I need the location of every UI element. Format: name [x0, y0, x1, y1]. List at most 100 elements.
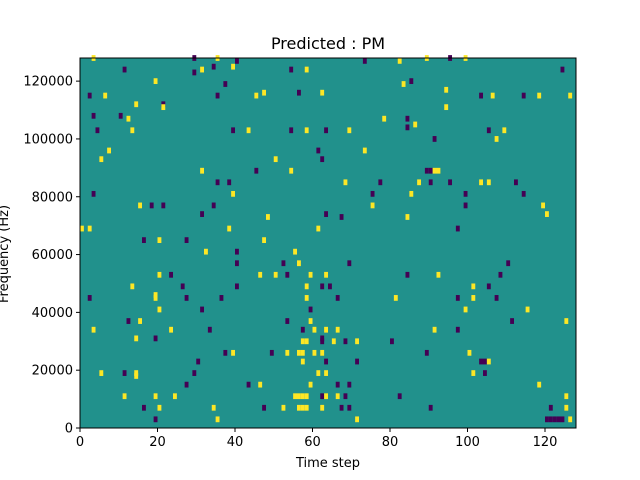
heatmap-cell	[324, 370, 329, 376]
heatmap-cell	[347, 381, 352, 388]
y-tick-label: 120000	[23, 75, 73, 90]
heatmap-cell	[161, 104, 166, 111]
heatmap-cell	[300, 349, 305, 356]
heatmap-cell	[514, 179, 518, 186]
heatmap-cell	[297, 404, 301, 411]
heatmap-cell	[525, 306, 530, 313]
chart-title: Predicted : PM	[271, 34, 385, 53]
heatmap-cell	[335, 326, 340, 333]
heatmap-cell	[428, 179, 433, 186]
y-tick-label: 80000	[32, 190, 73, 205]
heatmap-cell	[541, 202, 546, 209]
heatmap-cell	[246, 127, 251, 134]
heatmap-cell	[320, 404, 325, 411]
heatmap-cell	[304, 404, 309, 411]
heatmap-cell	[300, 358, 305, 365]
heatmap-cell	[370, 202, 375, 209]
heatmap-cell	[355, 358, 360, 365]
heatmap-cell	[455, 295, 460, 301]
heatmap-cell	[207, 326, 212, 333]
heatmap-cell	[281, 260, 286, 267]
heatmap-cell	[91, 112, 96, 119]
x-tick-label: 100	[455, 435, 480, 450]
heatmap-cell	[153, 78, 158, 85]
heatmap-cell	[471, 370, 476, 376]
x-tick-label: 40	[227, 435, 244, 450]
heatmap-cell	[409, 78, 414, 85]
heatmap-cell	[126, 318, 131, 324]
heatmap-cell	[134, 101, 139, 108]
heatmap-cell	[405, 115, 410, 122]
y-tick-label: 0	[65, 422, 73, 437]
y-tick-label: 100000	[23, 132, 73, 147]
heatmap-cell	[463, 306, 468, 313]
heatmap-cell	[324, 127, 329, 134]
x-tick-label: 120	[533, 435, 558, 450]
heatmap-cell	[235, 248, 239, 255]
heatmap-cell	[204, 248, 208, 255]
heatmap-cell	[316, 370, 321, 376]
heatmap-cell	[347, 404, 352, 411]
heatmap-cell	[343, 393, 348, 400]
heatmap-cell	[486, 127, 491, 134]
heatmap-cell	[405, 124, 410, 131]
heatmap-cell	[494, 295, 499, 301]
heatmap-cell	[281, 404, 286, 411]
y-tick-label: 60000	[32, 248, 73, 263]
heatmap-cell	[223, 349, 228, 356]
x-tick-label: 20	[149, 435, 166, 450]
heatmap-cell	[405, 271, 410, 278]
heatmap-cell	[304, 283, 309, 290]
heatmap-cell	[254, 167, 259, 174]
heatmap-cell	[173, 393, 177, 400]
heatmap-cell	[153, 335, 158, 342]
heatmap-cell	[200, 167, 205, 174]
heatmap-cell	[99, 156, 104, 163]
x-tick-label: 80	[382, 435, 399, 450]
heatmap-cell	[285, 318, 290, 324]
heatmap-cell	[324, 393, 329, 400]
heatmap-cell	[297, 393, 301, 400]
heatmap-cell	[498, 271, 503, 278]
heatmap-cell	[455, 225, 460, 232]
heatmap-cell	[262, 89, 267, 96]
heatmap-cell	[300, 404, 305, 411]
heatmap-cell	[320, 338, 325, 345]
heatmap-cell	[157, 271, 162, 278]
heatmap-cell	[324, 271, 329, 278]
heatmap-cell	[196, 358, 201, 365]
heatmap-cell	[320, 283, 325, 290]
heatmap-cell	[436, 167, 441, 174]
heatmap-cell	[424, 167, 429, 174]
heatmap-cell	[231, 127, 236, 134]
heatmap-cell	[235, 58, 239, 64]
heatmap-cell	[362, 147, 367, 154]
heatmap-cell	[545, 211, 549, 217]
heatmap-cell	[448, 179, 453, 186]
heatmap-cell	[320, 349, 325, 356]
heatmap-cell	[289, 127, 294, 134]
heatmap-cell	[390, 338, 394, 345]
heatmap-cell	[122, 370, 127, 376]
heatmap-cell	[285, 271, 290, 278]
heatmap-cell	[432, 136, 437, 142]
heatmap-cell	[99, 370, 104, 376]
heatmap-cell	[320, 89, 325, 96]
heatmap-cell	[304, 127, 309, 134]
heatmap-cell	[324, 358, 329, 365]
heatmap-cell	[312, 349, 317, 356]
heatmap-cell	[95, 127, 100, 134]
heatmap-cell	[153, 416, 158, 423]
heatmap-cell	[444, 86, 449, 93]
heatmap-cell	[126, 115, 131, 122]
heatmap-cell	[200, 306, 205, 313]
heatmap-cell	[432, 326, 437, 333]
heatmap-cell	[401, 81, 406, 87]
heatmap-cell	[231, 349, 236, 356]
heatmap-cell	[479, 92, 484, 99]
heatmap-cell	[300, 393, 305, 400]
heatmap-cell	[235, 283, 239, 290]
heatmap-cell	[153, 292, 158, 298]
y-tick-label: 20000	[32, 364, 73, 379]
heatmap-cell	[293, 248, 298, 255]
